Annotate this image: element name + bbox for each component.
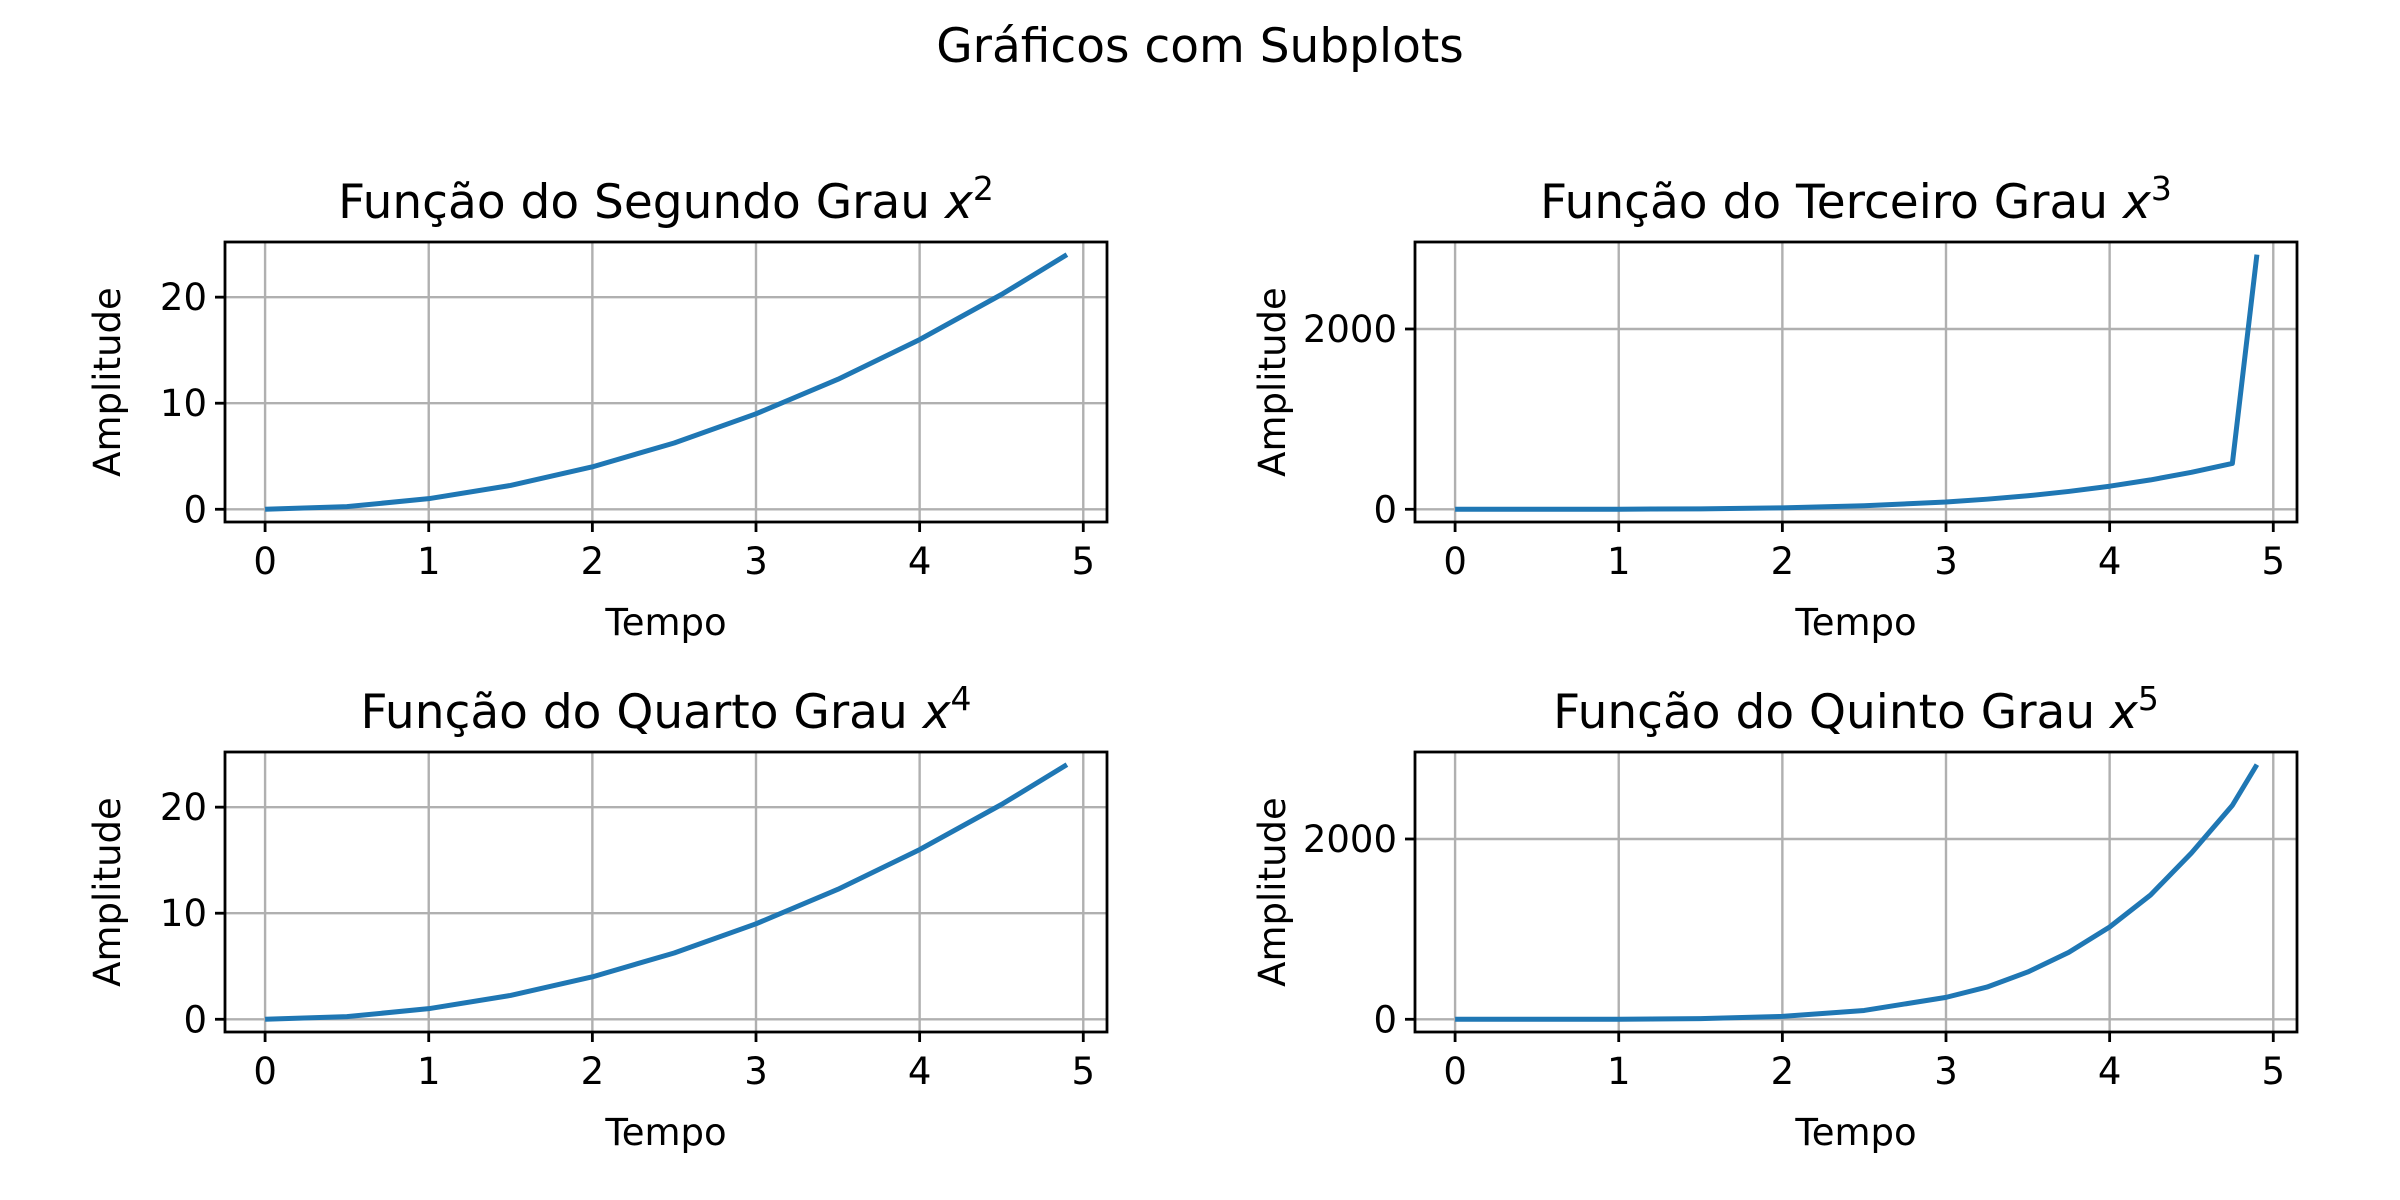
x-tick-label: 0 [253,540,277,583]
axes-frame [223,240,1109,524]
x-tick-label: 4 [908,540,932,583]
y-axis-label: Amplitude [86,287,129,477]
x-tick-label: 1 [417,1050,441,1093]
x-tick-label: 4 [908,1050,932,1093]
figure-suptitle: Gráficos com Subplots [936,19,1464,74]
x-axis-label: Tempo [604,1111,726,1154]
subplot-title-math: x [943,175,974,230]
y-tick-label: 0 [183,488,207,531]
x-tick-label: 1 [1607,540,1631,583]
subplot-title: Função do Segundo Grau x2 [338,169,994,230]
x-axis-label: Tempo [1794,1111,1916,1154]
x-tick-label: 5 [2261,540,2285,583]
y-tick-label: 0 [1373,488,1397,531]
subplot-title: Função do Quarto Grau x4 [360,679,971,740]
x-tick-label: 0 [253,1050,277,1093]
y-tick-label: 20 [160,276,207,319]
x-tick-label: 3 [1934,540,1958,583]
x-tick-label: 2 [1771,540,1795,583]
x-tick-label: 3 [1934,1050,1958,1093]
y-axis-label: Amplitude [1251,287,1294,477]
x-tick-label: 4 [2098,1050,2122,1093]
x-tick-label: 5 [1071,1050,1095,1093]
subplot-title-exponent: 3 [2151,169,2172,208]
subplot-4: 0 1 2 3 4 5 0 2000 Tempo Amplitude Função do Quint… [1251,679,2299,1154]
series-line [1455,763,2260,1022]
subplot-title-exponent: 5 [2138,679,2159,718]
x-tick-label: 0 [1443,1050,1467,1093]
x-axis-label: Tempo [1794,601,1916,644]
subplot-title-exponent: 2 [973,169,994,208]
subplot-title-text: Função do Quinto Grau [1553,685,2110,740]
x-tick-label: 2 [1771,1050,1795,1093]
y-tick-label: 20 [160,786,207,829]
series-line [265,252,1069,512]
subplot-1: 0 1 2 3 4 5 0 10 20 Tempo Amplitude Função do Segun… [86,169,1109,644]
y-tick-label: 0 [183,998,207,1041]
x-tick-label: 3 [744,1050,768,1093]
y-tick-label: 10 [160,892,207,935]
subplot-title-math: x [921,685,952,740]
subplot-title-math: x [2108,685,2139,740]
x-tick-label: 3 [744,540,768,583]
subplot-title-text: Função do Terceiro Grau [1540,175,2123,230]
subplot-2: 0 1 2 3 4 5 0 2000 Tempo Amplitude Função do Terce… [1251,169,2299,644]
axes-frame [223,750,1109,1034]
y-axis-label: Amplitude [86,797,129,987]
subplot-3: 0 1 2 3 4 5 0 10 20 Tempo Amplitude Função do Quart… [86,679,1109,1154]
series-line [1455,254,2260,512]
axes-frame [1413,750,2299,1034]
subplot-title: Função do Quinto Grau x5 [1553,679,2159,740]
x-tick-label: 0 [1443,540,1467,583]
x-tick-label: 1 [1607,1050,1631,1093]
y-tick-label: 2000 [1303,308,1397,351]
x-tick-label: 5 [1071,540,1095,583]
subplot-title-math: x [2121,175,2152,230]
y-tick-label: 0 [1373,998,1397,1041]
x-tick-label: 1 [417,540,441,583]
axes-frame [1413,240,2299,524]
x-tick-label: 4 [2098,540,2122,583]
x-tick-label: 5 [2261,1050,2285,1093]
y-axis-label: Amplitude [1251,797,1294,987]
subplot-title: Função do Terceiro Grau x3 [1540,169,2172,230]
subplot-title-text: Função do Quarto Grau [360,685,922,740]
x-axis-label: Tempo [604,601,726,644]
series-line [265,762,1069,1022]
x-tick-label: 2 [581,1050,605,1093]
x-tick-label: 2 [581,540,605,583]
y-tick-label: 2000 [1303,818,1397,861]
y-tick-label: 10 [160,382,207,425]
subplot-title-text: Função do Segundo Grau [338,175,945,230]
subplot-title-exponent: 4 [951,679,972,718]
